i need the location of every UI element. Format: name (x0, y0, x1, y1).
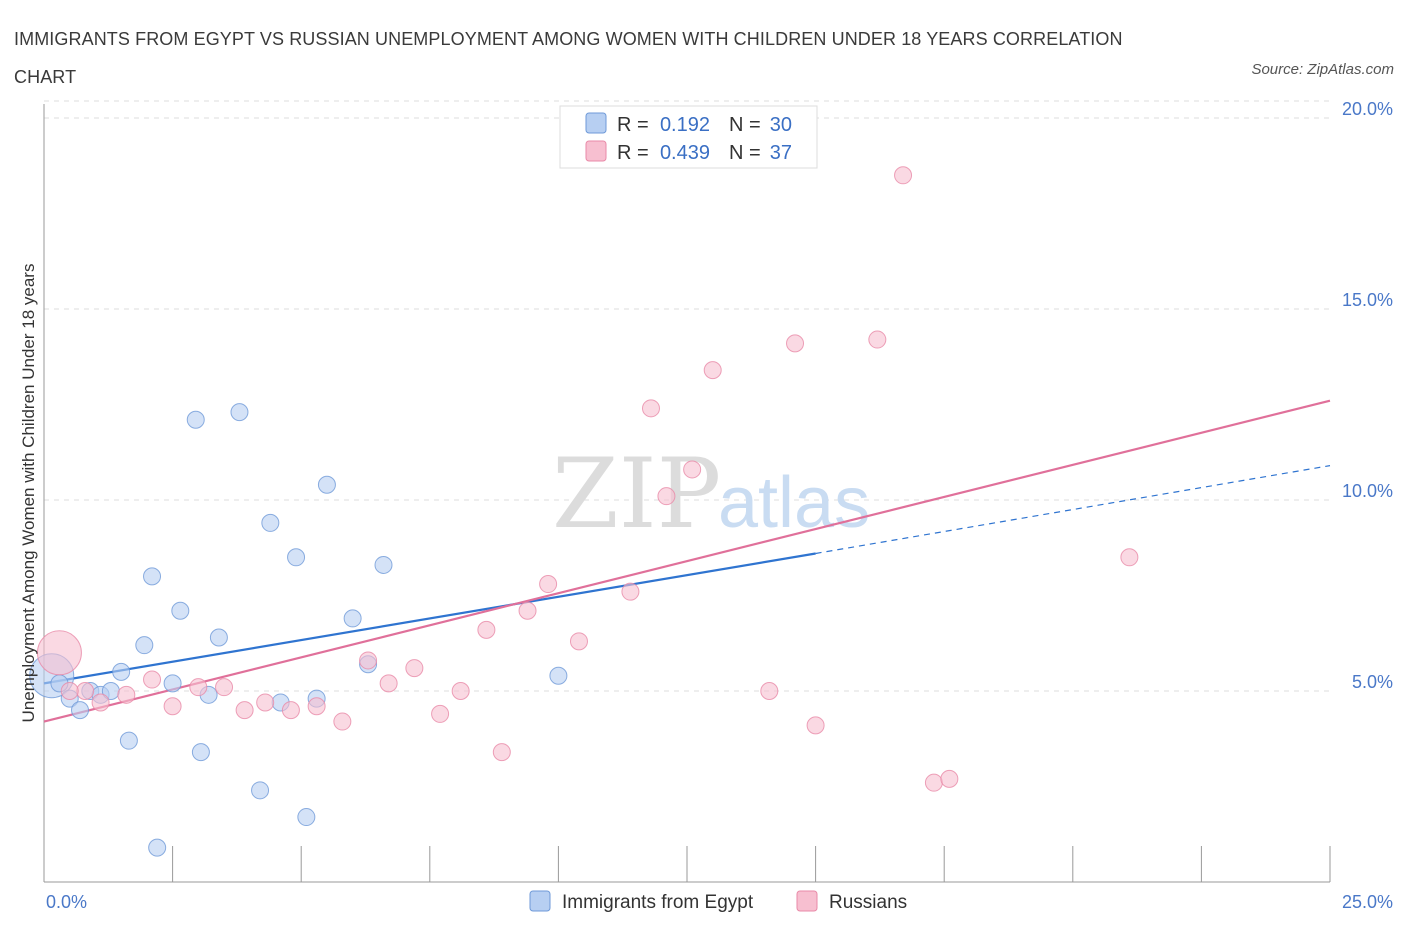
legend-n-value-2: 37 (770, 142, 792, 164)
point-egypt-12 (163, 674, 182, 693)
point-russians-15 (405, 659, 424, 678)
legend-r-value-2: 0.439 (660, 142, 710, 164)
point-egypt-28 (374, 555, 393, 574)
series-legend-swatch-russians (796, 890, 818, 912)
y-tick-label-1: 10.0% (1342, 481, 1393, 501)
point-egypt-11 (148, 838, 167, 857)
point-russians-25 (657, 487, 676, 506)
point-egypt-19 (251, 781, 270, 800)
point-egypt-15 (191, 743, 210, 762)
legend-swatch-egypt (585, 112, 607, 134)
point-egypt-8 (119, 731, 138, 750)
chart-source: Source: ZipAtlas.com (1251, 61, 1394, 78)
point-egypt-20 (261, 513, 280, 532)
point-russians-8 (235, 701, 254, 720)
point-russians-11 (307, 697, 326, 716)
legend-swatch-russians (585, 140, 607, 162)
point-russians-33 (924, 773, 943, 792)
point-russians-18 (477, 620, 496, 639)
point-egypt-14 (186, 410, 205, 429)
axes (43, 104, 1331, 883)
point-egypt-10 (143, 567, 162, 586)
point-egypt-25 (317, 475, 336, 494)
point-egypt-23 (297, 808, 316, 827)
series-legend-swatch-egypt (529, 890, 551, 912)
point-russians-34 (940, 769, 959, 788)
point-egypt-29 (549, 666, 568, 685)
correlation-legend: R = 0.192 N = 30 R = 0.439 N = 37 (559, 105, 818, 169)
x-tick-label-max: 25.0% (1342, 892, 1393, 912)
grid-lines (44, 100, 1330, 692)
point-russians-5 (163, 697, 182, 716)
point-russians-6 (189, 678, 208, 697)
point-russians-21 (539, 575, 558, 594)
point-russians-29 (786, 334, 805, 353)
point-egypt-22 (287, 548, 306, 567)
legend-r-label-1: R = (617, 114, 649, 136)
data-points (29, 166, 1139, 857)
point-russians-22 (569, 632, 588, 651)
point-russians-30 (806, 716, 825, 735)
watermark: ZIP atlas (552, 438, 870, 550)
point-russians-14 (379, 674, 398, 693)
trend-line-russians (43, 399, 1331, 723)
point-egypt-13 (171, 601, 190, 620)
point-russians-23 (621, 582, 640, 601)
point-egypt-9 (135, 636, 154, 655)
legend-n-value-1: 30 (770, 114, 792, 136)
point-russians-0 (36, 630, 82, 676)
y-tick-label-0: 5.0% (1352, 672, 1393, 692)
series-legend: Immigrants from Egypt Russians (529, 890, 907, 913)
point-egypt-7 (112, 662, 131, 681)
point-russians-32 (894, 166, 913, 185)
point-russians-27 (703, 361, 722, 380)
y-tick-labels: 5.0% 10.0% 15.0% 20.0% (1342, 99, 1393, 692)
point-russians-17 (451, 682, 470, 700)
legend-r-value-1: 0.192 (660, 114, 710, 136)
point-russians-4 (143, 670, 162, 689)
point-russians-31 (868, 330, 887, 349)
point-russians-24 (641, 399, 660, 418)
trend-line-egypt-extension (815, 465, 1331, 555)
x-tick-label-min: 0.0% (46, 892, 87, 912)
series-legend-label-egypt: Immigrants from Egypt (562, 892, 754, 913)
point-russians-2 (91, 693, 110, 712)
point-russians-20 (518, 601, 537, 620)
point-russians-7 (215, 678, 234, 697)
point-egypt-18 (230, 403, 249, 422)
point-russians-3 (117, 685, 136, 704)
series-legend-label-russians: Russians (829, 892, 907, 913)
point-egypt-17 (209, 628, 228, 647)
point-russians-35 (1120, 548, 1139, 567)
point-russians-16 (431, 704, 450, 723)
trend-lines (43, 399, 1331, 723)
y-tick-label-2: 15.0% (1342, 290, 1393, 310)
legend-r-label-2: R = (617, 142, 649, 164)
point-russians-9 (256, 693, 275, 712)
point-egypt-3 (71, 701, 90, 720)
watermark-atlas: atlas (718, 463, 870, 543)
point-russians-13 (359, 651, 378, 670)
point-russians-36 (60, 682, 79, 700)
point-russians-28 (760, 682, 779, 700)
point-russians-1 (76, 682, 95, 700)
legend-n-label-2: N = (729, 142, 761, 164)
point-russians-12 (333, 712, 352, 731)
point-egypt-26 (343, 609, 362, 628)
y-axis-label: Unemployment Among Women with Children U… (19, 264, 38, 723)
trend-line-egypt (43, 552, 816, 685)
point-russians-19 (492, 743, 511, 762)
legend-n-label-1: N = (729, 114, 761, 136)
y-tick-label-3: 20.0% (1342, 99, 1393, 119)
point-russians-26 (683, 460, 702, 479)
watermark-zip: ZIP (552, 438, 721, 550)
point-russians-10 (281, 701, 300, 720)
chart-title: IMMIGRANTS FROM EGYPT VS RUSSIAN UNEMPLO… (14, 29, 1123, 87)
x-tick-labels: 0.0% 25.0% (46, 892, 1393, 912)
